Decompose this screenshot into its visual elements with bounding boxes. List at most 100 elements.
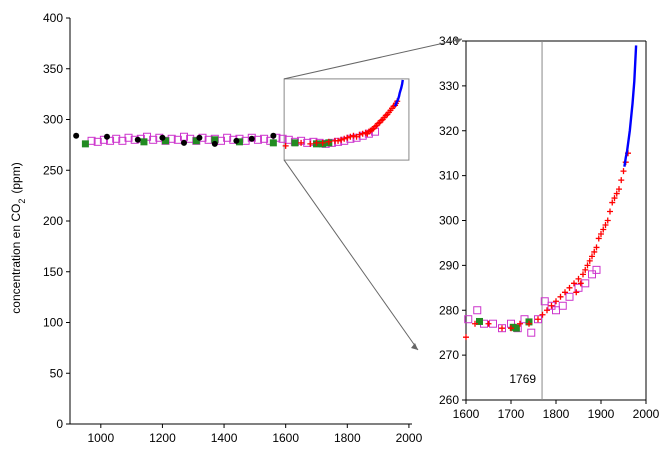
year-marker-label: 1769 bbox=[509, 372, 536, 386]
data-point bbox=[613, 190, 620, 197]
x-tick-label: 1900 bbox=[588, 407, 615, 421]
mauna-loa-line bbox=[393, 79, 404, 107]
data-point bbox=[260, 134, 269, 143]
data-point bbox=[341, 135, 348, 142]
data-point bbox=[313, 139, 320, 146]
data-point bbox=[593, 244, 600, 251]
data-point bbox=[335, 137, 342, 144]
data-point bbox=[618, 177, 625, 184]
data-point bbox=[553, 298, 559, 305]
data-point bbox=[485, 320, 492, 327]
data-point bbox=[535, 316, 541, 323]
data-point bbox=[592, 265, 601, 274]
zoom-region-box bbox=[283, 78, 410, 161]
data-point bbox=[223, 133, 232, 142]
data-point bbox=[577, 280, 584, 287]
y-tick-label: 330 bbox=[439, 79, 459, 93]
data-point bbox=[580, 271, 586, 278]
data-point bbox=[595, 235, 602, 242]
data-point bbox=[103, 133, 110, 140]
data-point bbox=[291, 139, 299, 147]
data-point bbox=[574, 283, 583, 292]
data-point bbox=[473, 306, 482, 315]
data-point bbox=[149, 135, 158, 144]
data-point bbox=[609, 199, 616, 206]
y-tick-label: 50 bbox=[50, 366, 64, 380]
y-axis-label-sub: 2 bbox=[17, 199, 27, 204]
connector-bottom bbox=[283, 159, 419, 351]
data-point bbox=[106, 136, 115, 145]
x-tick-label: 2000 bbox=[633, 407, 660, 421]
x-tick-label: 1600 bbox=[453, 407, 480, 421]
data-point bbox=[124, 133, 133, 142]
data-point bbox=[196, 134, 203, 141]
data-point bbox=[464, 315, 473, 324]
data-point bbox=[566, 284, 573, 291]
data-point bbox=[99, 135, 108, 144]
data-point bbox=[325, 138, 332, 145]
data-point bbox=[181, 139, 187, 146]
y-tick-label: 0 bbox=[56, 417, 63, 431]
y-tick-label: 290 bbox=[439, 258, 459, 272]
data-point bbox=[472, 320, 478, 327]
data-point bbox=[498, 324, 506, 333]
x-tick-label: 1700 bbox=[498, 407, 525, 421]
data-point bbox=[269, 139, 277, 147]
data-point bbox=[356, 131, 363, 138]
data-point bbox=[517, 320, 523, 327]
zoom-connector-lines bbox=[283, 38, 463, 351]
connector-top-arrowhead bbox=[454, 38, 462, 44]
data-point bbox=[552, 306, 560, 315]
y-tick-label: 260 bbox=[439, 393, 459, 407]
data-point bbox=[562, 289, 568, 296]
data-point bbox=[235, 138, 243, 146]
x-tick-label: 1000 bbox=[87, 431, 114, 445]
data-point bbox=[73, 132, 80, 139]
data-point bbox=[350, 132, 357, 139]
data-point bbox=[616, 186, 622, 193]
data-point bbox=[499, 325, 505, 332]
data-point bbox=[557, 293, 564, 300]
data-point bbox=[211, 136, 219, 144]
data-point bbox=[211, 140, 218, 147]
data-point bbox=[600, 226, 607, 233]
data-point bbox=[588, 270, 596, 279]
data-point bbox=[81, 140, 89, 148]
data-point bbox=[539, 311, 546, 318]
data-point bbox=[620, 168, 627, 175]
data-point bbox=[463, 334, 469, 341]
x-tick-label: 1800 bbox=[334, 431, 361, 445]
data-point bbox=[573, 289, 580, 296]
data-point bbox=[584, 262, 591, 269]
y-tick-label: 320 bbox=[439, 124, 459, 138]
data-point bbox=[586, 257, 593, 264]
y-tick-label: 100 bbox=[43, 316, 63, 330]
x-tick-label: 1200 bbox=[149, 431, 176, 445]
data-point bbox=[278, 134, 287, 143]
data-point bbox=[512, 324, 520, 332]
data-point bbox=[527, 328, 536, 337]
data-point bbox=[607, 208, 613, 215]
data-point bbox=[540, 297, 549, 306]
x-tick-label: 1600 bbox=[272, 431, 299, 445]
data-point bbox=[476, 317, 483, 325]
x-tick-label: 2000 bbox=[396, 431, 423, 445]
data-point bbox=[565, 292, 574, 301]
data-point bbox=[347, 133, 354, 140]
data-point bbox=[591, 248, 598, 255]
y-axis-label-unit: (ppm) bbox=[9, 162, 23, 193]
y-tick-label: 400 bbox=[43, 11, 63, 25]
data-point bbox=[571, 280, 577, 287]
data-point bbox=[534, 315, 542, 324]
y-tick-label: 300 bbox=[439, 214, 459, 228]
data-point bbox=[575, 275, 582, 282]
y-tick-label: 150 bbox=[43, 265, 63, 279]
y-tick-label: 270 bbox=[439, 348, 459, 362]
data-point bbox=[248, 135, 255, 142]
data-point bbox=[558, 301, 567, 310]
y-axis-label: concentration en CO2 (ppm) bbox=[9, 162, 27, 313]
data-point bbox=[159, 134, 166, 141]
connector-top bbox=[284, 38, 463, 80]
y-tick-label: 340 bbox=[439, 34, 459, 48]
data-point bbox=[548, 302, 555, 309]
